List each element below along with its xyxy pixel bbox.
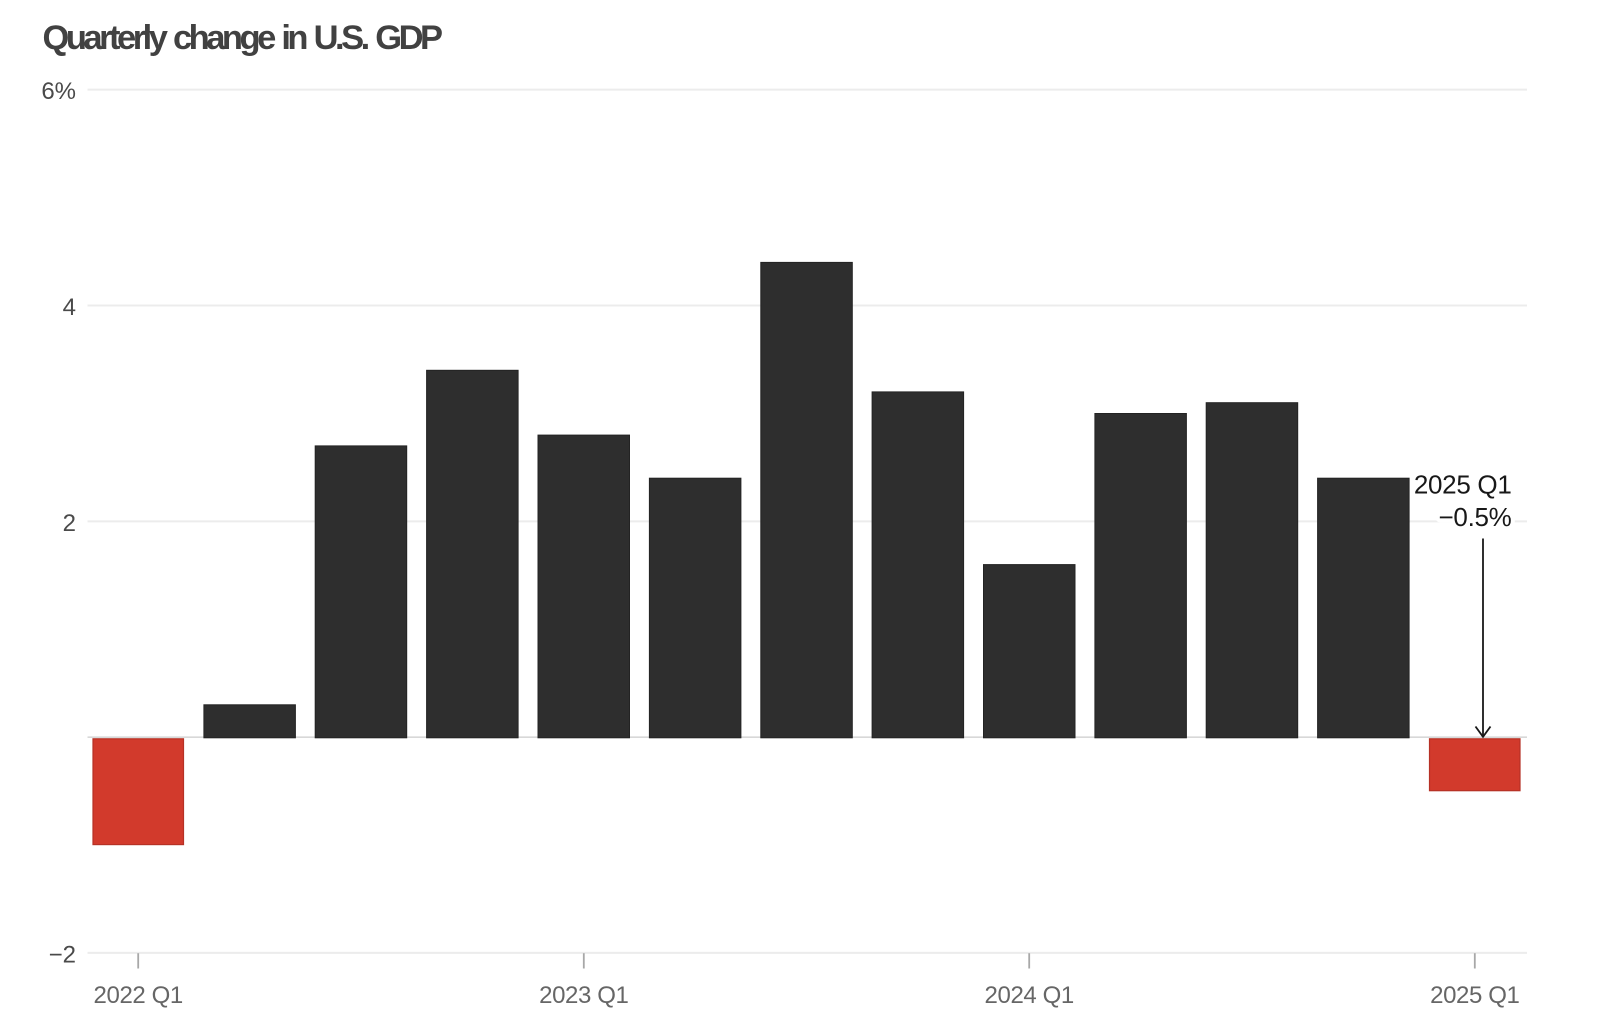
svg-text:2022 Q1: 2022 Q1	[94, 982, 183, 1009]
svg-text:6%: 6%	[41, 78, 76, 105]
svg-text:4: 4	[63, 294, 76, 321]
svg-text:2025 Q1: 2025 Q1	[1430, 982, 1519, 1009]
svg-text:2023 Q1: 2023 Q1	[539, 982, 628, 1009]
svg-text:Quarterly change in U.S. GDP: Quarterly change in U.S. GDP	[43, 19, 443, 57]
svg-text:2: 2	[63, 510, 76, 537]
svg-text:2024 Q1: 2024 Q1	[985, 982, 1074, 1009]
svg-text:−0.5%: −0.5%	[1439, 502, 1512, 532]
svg-text:2025 Q1: 2025 Q1	[1414, 470, 1512, 500]
svg-text:−2: −2	[49, 941, 76, 968]
